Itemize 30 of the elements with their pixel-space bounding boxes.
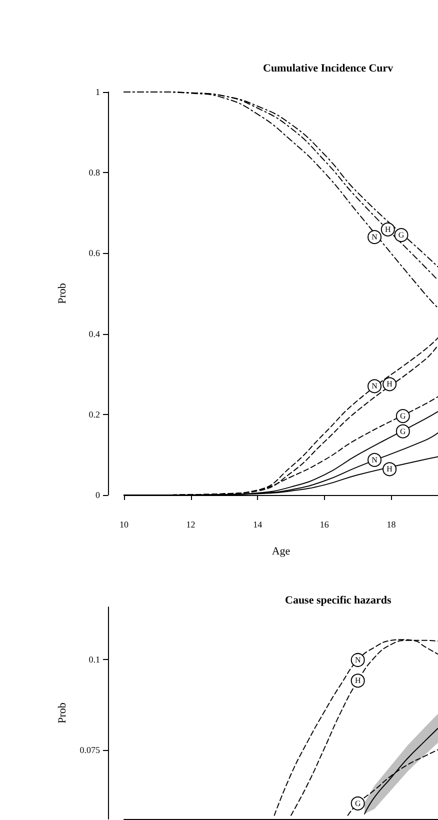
y-tick-label: 0.8 (88, 168, 100, 178)
x-axis-title: Age (272, 546, 290, 558)
y-tick-label: 0.4 (88, 328, 100, 339)
x-tick-label: 18 (386, 520, 396, 530)
annotation: H (386, 464, 393, 474)
y-tick-label: 1 (96, 87, 100, 97)
chart-title: Cause specific hazards (285, 594, 392, 606)
y-axis-title: Prob (56, 702, 68, 724)
annotation: N (372, 232, 378, 242)
annotation: G (354, 798, 361, 808)
y-axis-title: Prob (56, 282, 68, 304)
annotation: G (398, 230, 404, 240)
x-tick-label: 16 (320, 520, 330, 530)
y-tick-label: 0.6 (88, 248, 100, 258)
annotation: N (354, 656, 361, 664)
x-tick-label: 12 (186, 520, 196, 530)
annotation: H (354, 676, 361, 686)
chart-title: Cumulative Incidence Curv (263, 62, 394, 74)
x-tick-label: 14 (253, 520, 263, 530)
annotation: N (372, 382, 378, 391)
y-tick-label: 0 (96, 490, 100, 500)
y-tick-label: 0.1 (88, 654, 100, 664)
annotation: H (385, 224, 392, 234)
y-tick-label: 0.075 (80, 745, 100, 756)
annotation: G (400, 426, 406, 436)
annotation: G (400, 412, 406, 421)
x-tick-label: 10 (120, 520, 129, 530)
annotation: H (386, 380, 393, 389)
y-tick-label: 0.2 (88, 409, 100, 420)
annotation: N (372, 455, 378, 464)
